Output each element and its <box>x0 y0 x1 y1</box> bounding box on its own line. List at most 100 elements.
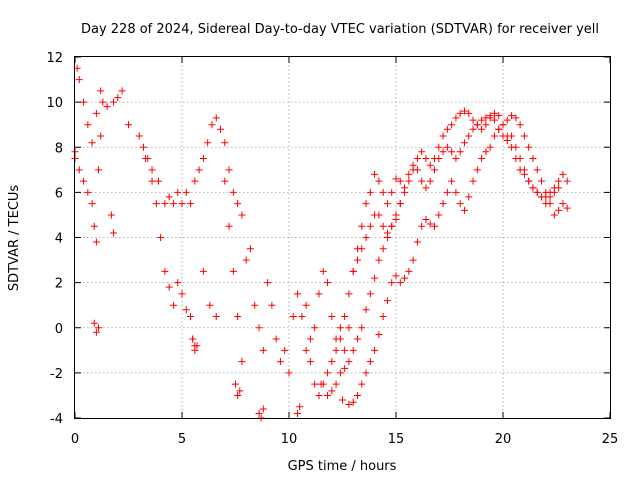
data-point <box>375 256 383 264</box>
data-point <box>328 312 336 320</box>
chart-title: Day 228 of 2024, Sidereal Day-to-day VTE… <box>81 22 599 37</box>
data-point <box>452 114 460 122</box>
data-point <box>405 267 413 275</box>
data-point <box>238 211 246 219</box>
data-point <box>405 177 413 185</box>
data-point <box>212 114 220 122</box>
data-point <box>503 116 511 124</box>
data-point <box>212 312 220 320</box>
data-point <box>520 166 528 174</box>
data-point <box>409 256 417 264</box>
data-point <box>478 116 486 124</box>
y-tick-label: 4 <box>55 232 63 247</box>
data-point <box>276 358 284 366</box>
data-point <box>486 112 494 120</box>
series-track-a <box>71 64 246 219</box>
y-tick-label: 2 <box>55 277 63 292</box>
data-point <box>110 229 118 237</box>
data-point <box>328 387 336 395</box>
data-point <box>139 143 147 151</box>
data-point <box>191 177 199 185</box>
data-point <box>169 200 177 208</box>
data-point <box>251 301 259 309</box>
data-point <box>448 121 456 129</box>
plot-frame <box>74 56 611 419</box>
y-tick-label: -2 <box>50 367 63 382</box>
data-point <box>204 139 212 147</box>
series-track-d <box>221 170 404 377</box>
data-point <box>555 206 563 214</box>
data-point <box>296 403 304 411</box>
data-point <box>563 204 571 212</box>
data-point <box>349 346 357 354</box>
data-point <box>379 245 387 253</box>
x-tick-label: 25 <box>602 432 619 447</box>
data-point <box>90 222 98 230</box>
data-point <box>439 148 447 156</box>
data-point <box>375 331 383 339</box>
series-track-g <box>339 112 571 408</box>
data-point <box>221 177 229 185</box>
data-point <box>371 170 379 178</box>
y-ticks: -4 -2 0 2 4 6 8 10 12 <box>46 51 610 427</box>
data-point <box>336 324 344 332</box>
data-point <box>353 335 361 343</box>
data-point <box>148 177 156 185</box>
data-point <box>388 222 396 230</box>
data-point <box>546 193 554 201</box>
x-tick-label: 15 <box>388 432 405 447</box>
data-point <box>97 87 105 95</box>
data-point <box>358 380 366 388</box>
series-track-b <box>71 98 107 246</box>
data-marks <box>71 64 571 422</box>
data-point <box>358 245 366 253</box>
data-point <box>148 166 156 174</box>
data-point <box>84 121 92 129</box>
data-point <box>525 177 533 185</box>
data-point <box>345 358 353 366</box>
data-point <box>482 114 490 122</box>
data-point <box>306 358 314 366</box>
y-tick-label: -4 <box>50 412 63 427</box>
data-point <box>353 256 361 264</box>
data-point <box>268 301 276 309</box>
data-point <box>193 342 201 350</box>
data-point <box>396 200 404 208</box>
data-point <box>324 391 332 399</box>
series-track-c <box>139 143 220 350</box>
data-point <box>486 143 494 151</box>
data-point <box>456 109 464 117</box>
data-point <box>229 188 237 196</box>
data-point <box>371 346 379 354</box>
data-point <box>182 306 190 314</box>
data-point <box>294 409 302 417</box>
data-point <box>103 103 111 111</box>
data-point <box>332 380 340 388</box>
data-point <box>187 200 195 208</box>
data-point <box>516 121 524 129</box>
data-point <box>242 256 250 264</box>
data-point <box>92 238 100 246</box>
grid <box>75 57 610 418</box>
data-point <box>341 346 349 354</box>
data-point <box>90 319 98 327</box>
data-point <box>559 170 567 178</box>
data-point <box>199 267 207 275</box>
data-point <box>443 188 451 196</box>
data-point <box>550 211 558 219</box>
data-point <box>298 312 306 320</box>
data-point <box>362 234 370 241</box>
data-point <box>383 234 391 241</box>
data-point <box>178 290 186 298</box>
data-point <box>443 125 451 133</box>
data-point <box>311 380 319 388</box>
data-point <box>118 87 126 95</box>
data-point <box>529 155 537 163</box>
data-point <box>512 114 520 122</box>
data-point <box>255 324 263 332</box>
series-track-e <box>302 107 571 399</box>
data-point <box>135 132 143 140</box>
data-point <box>165 193 173 201</box>
data-point <box>229 267 237 275</box>
y-tick-label: 10 <box>46 96 63 111</box>
